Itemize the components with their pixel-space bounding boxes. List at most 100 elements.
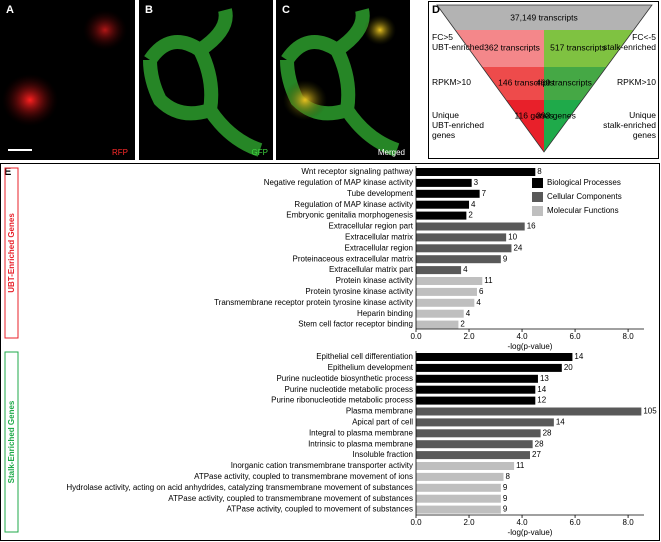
bar	[416, 320, 459, 329]
category-label: Extracellular matrix part	[329, 265, 414, 274]
x-tick-label: 0.0	[410, 332, 422, 341]
bar	[416, 505, 501, 514]
bar	[416, 374, 538, 383]
x-tick-label: 6.0	[570, 332, 582, 341]
side-label: RPKM>10	[617, 77, 656, 87]
bar	[416, 451, 530, 460]
category-label: Protein kinase activity	[336, 276, 413, 285]
count-label: 27	[532, 450, 541, 459]
side-label: Unique UBT-enriched genes	[432, 110, 484, 140]
channel-label: Merged	[378, 148, 405, 157]
count-label: 2	[468, 211, 473, 220]
category-label: Regulation of MAP kinase activity	[294, 200, 413, 209]
count-label: 11	[516, 461, 525, 470]
category-label: Inorganic cation transmembrane transport…	[231, 461, 413, 470]
panel-letter: C	[282, 4, 290, 16]
x-tick-label: 2.0	[463, 518, 475, 527]
cell-text: 116 genes	[514, 110, 553, 120]
count-label: 4	[463, 265, 468, 274]
count-label: 4	[466, 309, 471, 318]
count-label: 20	[564, 363, 573, 372]
count-label: 9	[503, 483, 508, 492]
count-label: 9	[503, 505, 508, 514]
cell	[544, 30, 634, 67]
count-label: 7	[482, 189, 487, 198]
count-label: 12	[537, 396, 546, 405]
bar	[416, 255, 501, 264]
count-label: 3	[474, 178, 479, 187]
category-label: Apical part of cell	[352, 418, 413, 427]
category-label: Intrinsic to plasma membrane	[308, 439, 413, 448]
panel-letter: D	[432, 4, 440, 16]
category-label: ATPase activity, coupled to transmembran…	[194, 472, 413, 481]
category-label: Stem cell factor receptor binding	[298, 320, 413, 329]
category-label: Negative regulation of MAP kinase activi…	[264, 178, 413, 187]
group-label: Stalk-Enriched Genes	[7, 400, 16, 483]
count-label: 16	[527, 222, 536, 231]
bar	[416, 353, 573, 361]
category-label: Purine ribonucleotide metabolic process	[271, 396, 413, 405]
category-label: Embryonic genitalia morphogenesis	[286, 211, 413, 220]
count-label: 9	[503, 254, 508, 263]
category-label: Extracellular matrix	[345, 233, 413, 242]
category-label: Epithelium development	[328, 363, 414, 372]
category-label: Wnt receptor signaling pathway	[301, 167, 413, 176]
count-label: 14	[574, 352, 583, 361]
count-label: 4	[471, 200, 476, 209]
group-label: UBT-Enriched Genes	[7, 213, 16, 293]
bar	[416, 189, 480, 198]
x-tick-label: 6.0	[570, 518, 582, 527]
legend-label: Biological Processes	[547, 178, 621, 187]
bar	[416, 363, 562, 372]
x-tick-label: 2.0	[463, 332, 475, 341]
category-label: Purine nucleotide biosynthetic process	[276, 374, 413, 383]
cell-text: 362 transcripts	[484, 42, 540, 52]
category-label: Integral to plasma membrane	[309, 428, 414, 437]
cell-text: 469 transcripts	[536, 77, 592, 87]
panel-e-frame	[0, 163, 660, 541]
count-label: 2	[460, 320, 465, 329]
side-label: FC>5 UBT-enriched	[432, 32, 484, 52]
bar	[416, 494, 501, 503]
count-label: 14	[556, 418, 565, 427]
channel-label: GFP	[252, 148, 268, 157]
legend-swatch	[532, 178, 543, 188]
category-label: Transmembrane receptor protein tyrosine …	[214, 298, 413, 307]
triangle	[436, 4, 653, 153]
bar	[416, 418, 554, 427]
category-label: Insoluble fraction	[353, 450, 413, 459]
legend-label: Molecular Functions	[547, 206, 619, 215]
category-label: Hydrolase activity, acting on acid anhyd…	[66, 483, 413, 492]
category-label: Proteinaceous extracellular matrix	[293, 254, 414, 263]
bar	[416, 222, 525, 231]
bar	[416, 298, 475, 307]
category-label: Extracellular region part	[329, 222, 414, 231]
signal	[83, 10, 127, 50]
bar	[416, 429, 541, 438]
total-band	[437, 5, 652, 30]
panel-letter: B	[145, 4, 153, 16]
count-label: 28	[535, 439, 544, 448]
category-label: Tube development	[347, 189, 414, 198]
bar	[416, 462, 515, 470]
legend-swatch	[532, 192, 543, 202]
group-box	[4, 167, 19, 339]
bar	[416, 233, 507, 242]
x-tick-label: 4.0	[516, 332, 528, 341]
signal	[2, 74, 58, 126]
x-tick-label: 8.0	[623, 332, 635, 341]
legend-swatch	[532, 206, 543, 216]
bar	[416, 178, 472, 187]
signal	[283, 80, 327, 120]
cell-text: 393 genes	[536, 110, 576, 120]
bar	[416, 440, 533, 449]
channel-label: RFP	[112, 148, 128, 157]
count-label: 28	[543, 428, 552, 437]
count-label: 10	[508, 233, 517, 242]
category-label: ATPase activity, coupled to transmembran…	[168, 494, 413, 503]
count-label: 8	[505, 472, 510, 481]
panel-letter: A	[6, 4, 14, 16]
category-label: Plasma membrane	[346, 407, 414, 416]
category-label: ATPase activity, coupled to movement of …	[227, 505, 413, 514]
